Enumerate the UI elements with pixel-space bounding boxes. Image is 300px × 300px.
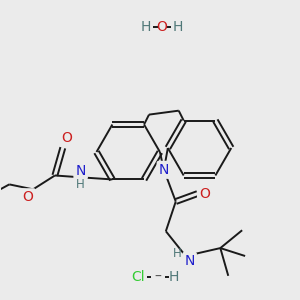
- Text: N: N: [184, 254, 195, 268]
- Text: N: N: [159, 163, 169, 177]
- Text: O: O: [199, 187, 210, 201]
- Text: H: H: [172, 20, 183, 34]
- Text: O: O: [157, 20, 167, 34]
- Text: N: N: [76, 164, 86, 178]
- Text: O: O: [61, 131, 72, 145]
- Text: H: H: [76, 178, 85, 191]
- Text: H: H: [173, 247, 182, 260]
- Text: H: H: [141, 20, 151, 34]
- Text: O: O: [23, 190, 34, 204]
- Text: H: H: [169, 270, 179, 284]
- Text: Cl: Cl: [131, 270, 145, 284]
- Text: –: –: [154, 270, 161, 284]
